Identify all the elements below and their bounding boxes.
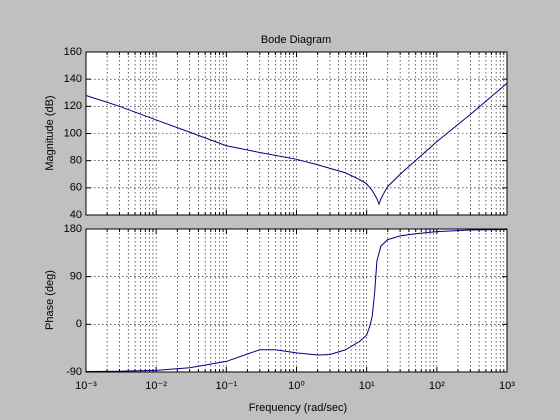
y-tick-label: 80 <box>70 155 82 167</box>
y-tick-label: 40 <box>70 209 82 221</box>
y-tick-label: 100 <box>64 127 82 139</box>
x-tick-label: 10⁰ <box>288 380 305 392</box>
y-tick-label: -90 <box>66 366 82 378</box>
plot-border <box>85 51 508 216</box>
y-tick-label: 140 <box>64 73 82 85</box>
x-tick-label: 10⁻³ <box>75 380 97 392</box>
y-tick-label: 90 <box>70 271 82 283</box>
x-tick-label: 10² <box>429 380 445 392</box>
y-axis-label: Magnitude (dB) <box>44 95 56 170</box>
y-tick-label: 160 <box>64 46 82 58</box>
curve <box>85 82 508 206</box>
y-tick-label: 0 <box>76 318 82 330</box>
x-tick-label: 10⁻² <box>145 380 167 392</box>
plot-area <box>85 228 508 373</box>
x-tick-label: 10³ <box>499 380 515 392</box>
y-axis-label: Phase (deg) <box>44 270 56 330</box>
curve <box>85 229 508 372</box>
plot-border <box>85 228 508 373</box>
y-tick-label: 120 <box>64 100 82 112</box>
x-tick-label: 10⁻¹ <box>215 380 237 392</box>
y-tick-label: 60 <box>70 182 82 194</box>
chart-title: Bode Diagram <box>261 34 331 46</box>
y-tick-label: 180 <box>64 223 82 235</box>
x-tick-label: 10¹ <box>359 380 375 392</box>
x-axis-label: Frequency (rad/sec) <box>249 402 347 414</box>
